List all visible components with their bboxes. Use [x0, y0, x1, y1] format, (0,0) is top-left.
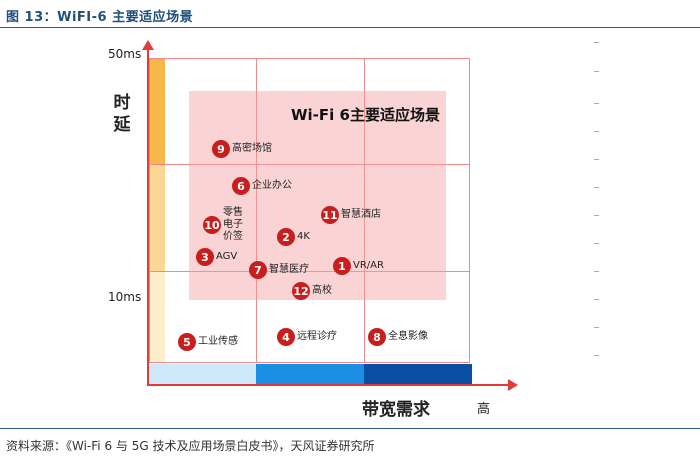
x-axis-high: 高 [477, 402, 491, 417]
scenario-node: 11 智慧酒店 [321, 206, 381, 224]
scenario-node: 10 零售电子价签 [203, 207, 251, 243]
y-axis [147, 48, 149, 386]
edge-dash [594, 327, 599, 328]
scenario-number: 9 [212, 140, 230, 158]
scenario-node: 2 4K [277, 228, 310, 246]
grid-line-h [149, 271, 470, 272]
edge-dash [594, 243, 599, 244]
grid-frame [149, 58, 470, 363]
edge-dash [594, 71, 599, 72]
bandwidth-bar-high [364, 364, 472, 384]
scenario-label: 工业传感 [198, 336, 238, 347]
scenario-number: 8 [368, 328, 386, 346]
scenario-node: 6 企业办公 [232, 177, 292, 195]
edge-dash [594, 355, 599, 356]
scenario-label: 企业办公 [252, 180, 292, 191]
edge-dash [594, 159, 599, 160]
edge-dash [594, 271, 599, 272]
latency-bar-low [149, 271, 165, 363]
scenario-number: 4 [277, 328, 295, 346]
edge-dash [594, 187, 599, 188]
edge-dash [594, 131, 599, 132]
scenario-node: 7 智慧医疗 [249, 261, 309, 279]
x-axis [147, 384, 510, 386]
x-axis-arrow [508, 379, 518, 391]
scenario-label: 零售电子价签 [223, 207, 243, 242]
latency-bar-mid [149, 164, 165, 271]
scenario-node: 8 全息影像 [368, 328, 428, 346]
scenario-node: 9 高密场馆 [212, 140, 272, 158]
figure-title: 图 13：WiFI-6 主要适应场景 [6, 10, 194, 25]
scenario-node: 4 远程诊疗 [277, 328, 337, 346]
scenario-label: 全息影像 [388, 331, 428, 342]
scenario-node: 12 高校 [292, 282, 332, 300]
scenario-number: 12 [292, 282, 310, 300]
latency-bar-high [149, 58, 165, 164]
scenario-label: 4K [297, 231, 310, 242]
edge-dash [594, 215, 599, 216]
scenario-label: AGV [216, 251, 238, 262]
grid-line-h [149, 164, 470, 165]
scenario-number: 10 [203, 216, 221, 234]
grid-line-v [256, 58, 257, 363]
scenario-number: 5 [178, 333, 196, 351]
scenario-number: 1 [333, 257, 351, 275]
x-axis-label: 带宽需求 [362, 400, 430, 420]
y-axis-label: 时延 [113, 93, 131, 135]
scenario-label: 远程诊疗 [297, 331, 337, 342]
scenario-label: 高校 [312, 285, 332, 296]
header-rule [0, 27, 700, 28]
scenario-label: 智慧酒店 [341, 209, 381, 220]
scenario-label: 智慧医疗 [269, 264, 309, 275]
scenario-node: 3 AGV [196, 248, 237, 266]
y-tick-top: 50ms [108, 47, 142, 61]
scenario-number: 6 [232, 177, 250, 195]
scenario-number: 3 [196, 248, 214, 266]
footer-rule [0, 428, 700, 429]
scenario-node: 1 VR/AR [333, 257, 384, 275]
y-axis-arrow [142, 40, 154, 50]
scenario-number: 11 [321, 206, 339, 224]
y-tick-mid: 10ms [108, 290, 142, 304]
bandwidth-bar-low [149, 364, 256, 384]
wifi6-highlight-region [189, 91, 446, 300]
scenario-number: 7 [249, 261, 267, 279]
scenario-label: VR/AR [353, 260, 384, 271]
grid-line-v [364, 58, 365, 363]
highlight-title: Wi-Fi 6主要适应场景 [291, 106, 440, 124]
bandwidth-bar-mid [256, 364, 364, 384]
edge-dash [594, 103, 599, 104]
scenario-node: 5 工业传感 [178, 333, 238, 351]
edge-dash [594, 42, 599, 43]
scenario-label: 高密场馆 [232, 143, 272, 154]
scenario-number: 2 [277, 228, 295, 246]
source-note: 资料来源：《Wi-Fi 6 与 5G 技术及应用场景白皮书》，天风证券研究所 [6, 439, 375, 453]
edge-dash [594, 299, 599, 300]
